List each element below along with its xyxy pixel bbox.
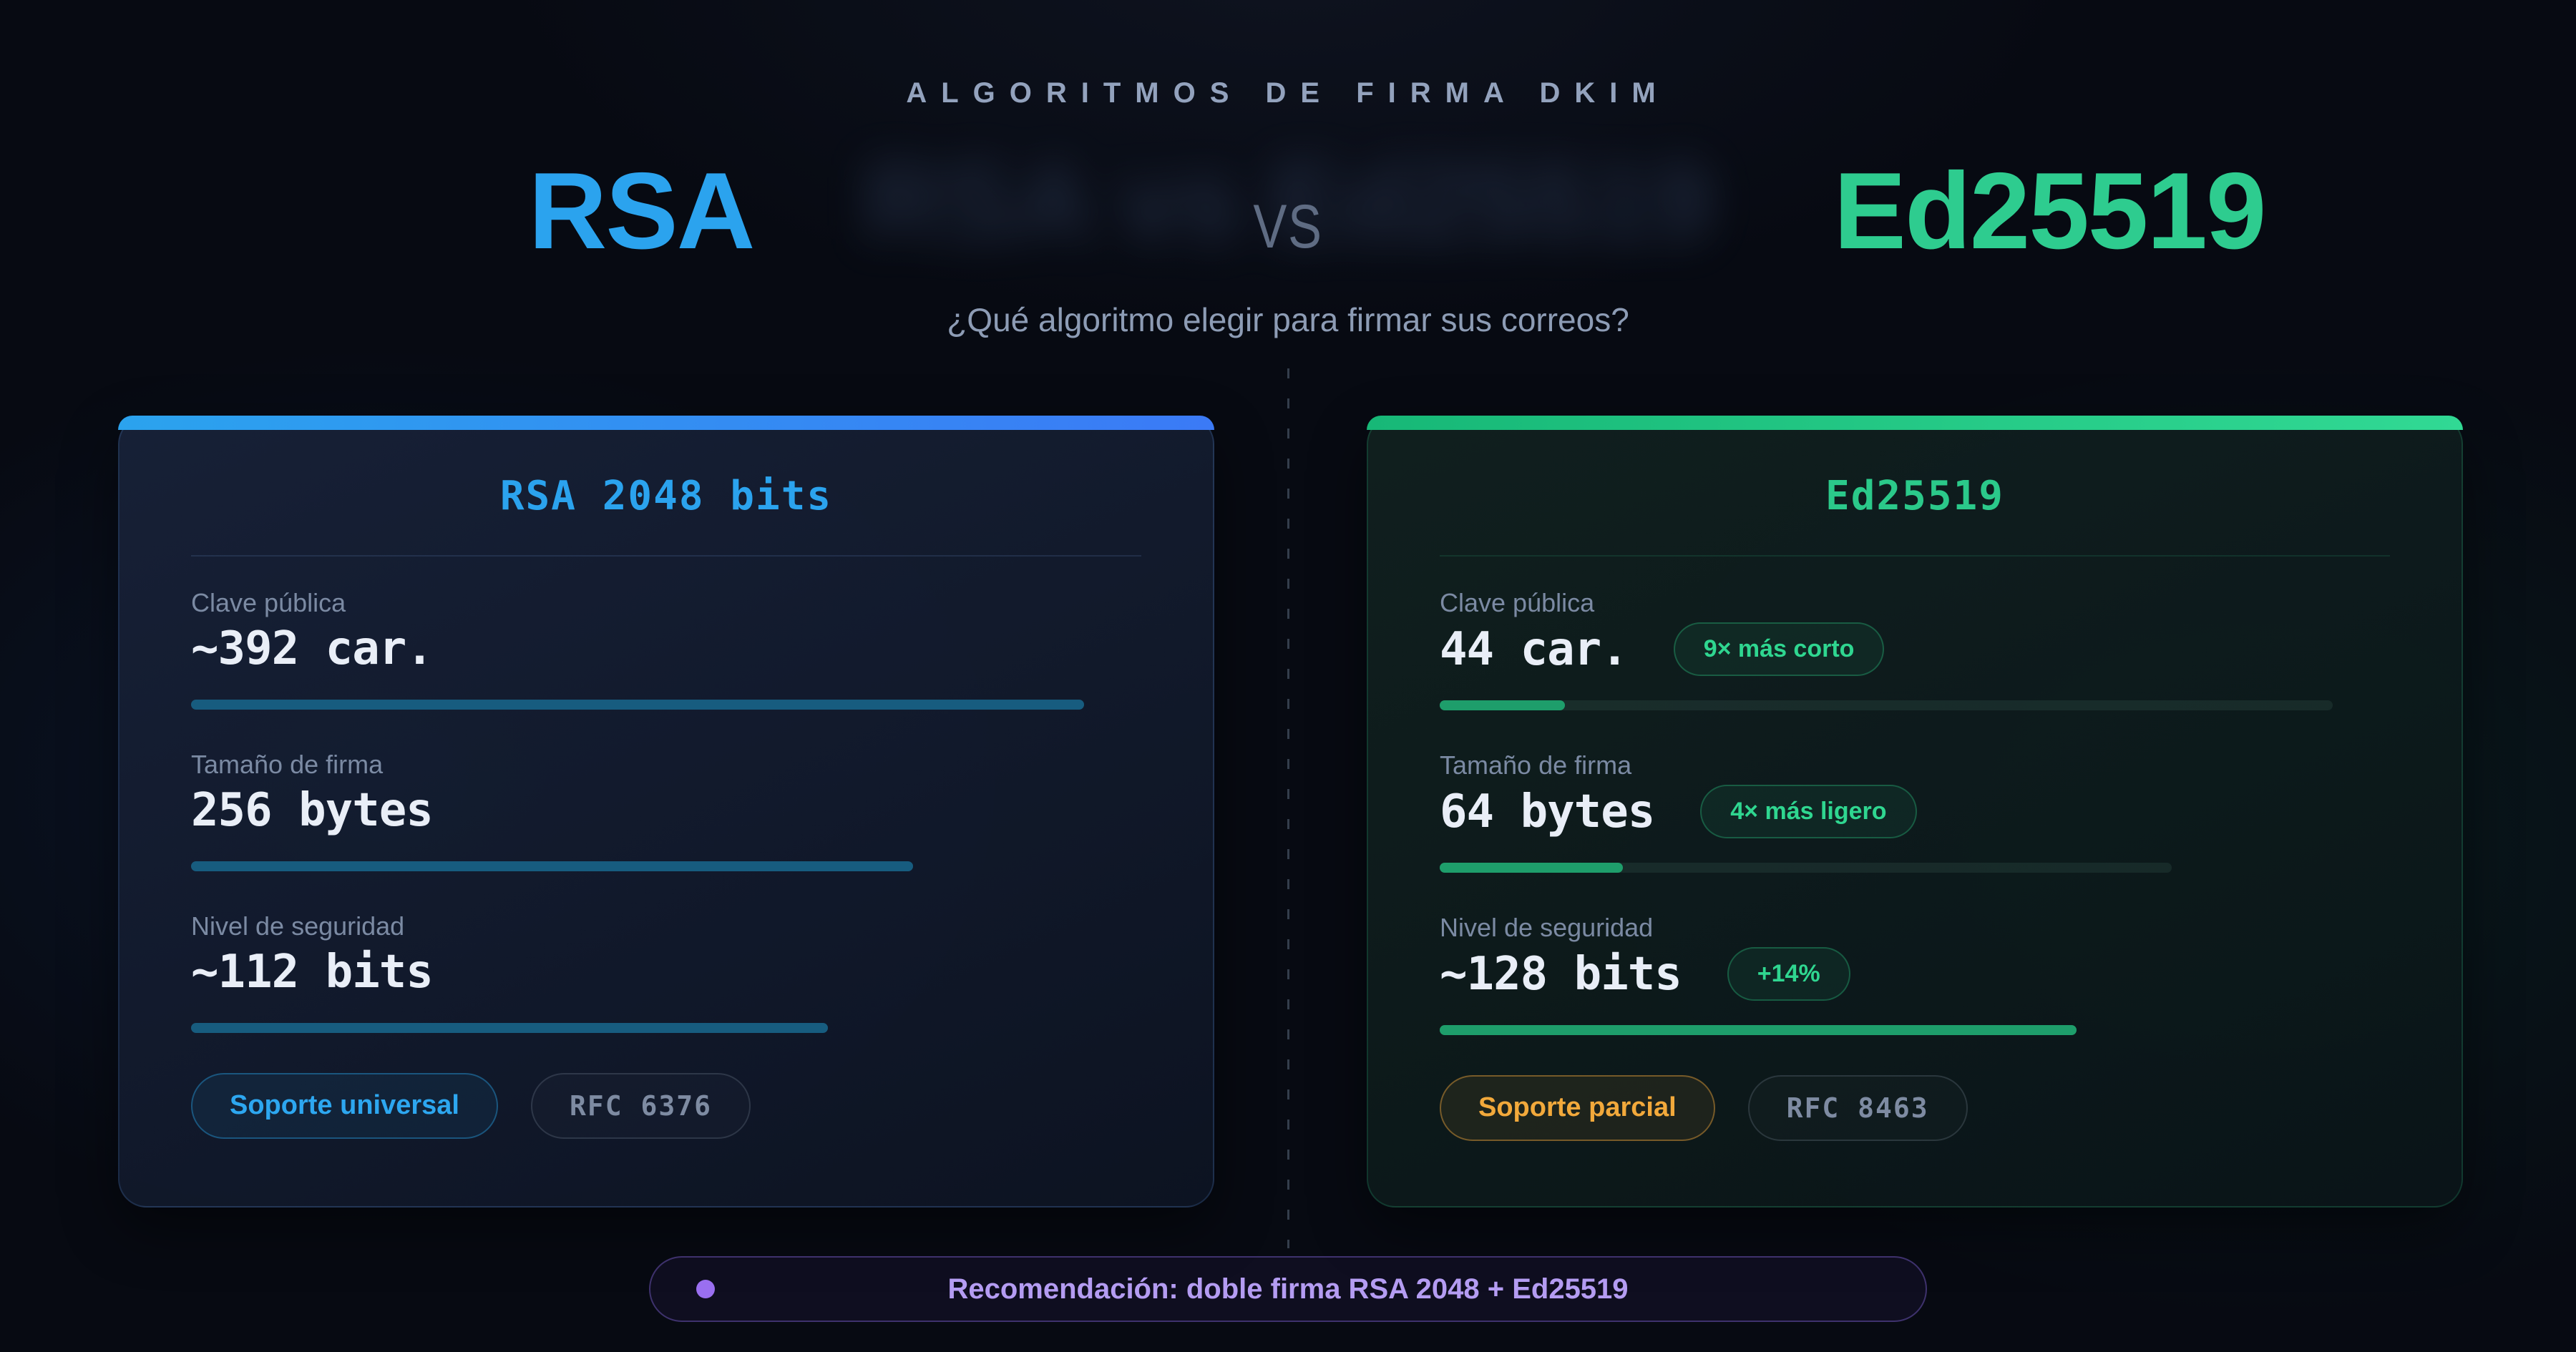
dashed-center-divider xyxy=(1287,368,1289,1248)
stat-bar-track xyxy=(191,700,1085,710)
stat-label: Tamaño de firma xyxy=(191,750,384,779)
comparison-badge: 9× más corto xyxy=(1673,622,1885,676)
stat-value: ~128 bits xyxy=(1440,947,1682,1001)
ed25519-card-divider xyxy=(1440,555,2390,557)
stat-bar-fill xyxy=(1440,1025,2077,1035)
support-universal-badge: Soporte universal xyxy=(191,1073,498,1139)
comparison-badge: 4× más ligero xyxy=(1700,785,1917,838)
stat-bar-track xyxy=(1440,863,2172,873)
rsa-stats: Clave pública ~392 car. Tamaño de firma … xyxy=(191,588,1141,1033)
rsa-footer-badges: Soporte universal RFC 6376 xyxy=(191,1073,1141,1139)
stat-value: 256 bytes xyxy=(191,784,434,837)
stat-public-key: Clave pública ~392 car. xyxy=(191,588,1141,710)
rfc-8463-badge: RFC 8463 xyxy=(1747,1075,1968,1141)
stat-signature-size: Tamaño de firma 64 bytes 4× más ligero xyxy=(1440,750,2390,873)
stat-public-key: Clave pública 44 car. 9× más corto xyxy=(1440,588,2390,710)
rsa-card: RSA 2048 bits Clave pública ~392 car. Ta… xyxy=(118,416,1214,1208)
stat-label: Clave pública xyxy=(191,588,346,617)
ed25519-card-accent-bar xyxy=(1367,416,2463,430)
stat-value: 64 bytes xyxy=(1440,785,1655,838)
stat-label: Tamaño de firma xyxy=(1440,750,1632,780)
stat-bar-track xyxy=(1440,700,2333,710)
ed25519-card: Ed25519 Clave pública 44 car. 9× más cor… xyxy=(1367,416,2463,1208)
stat-bar-fill xyxy=(191,861,914,871)
stat-label: Nivel de seguridad xyxy=(1440,913,1654,942)
ed25519-footer-badges: Soporte parcial RFC 8463 xyxy=(1440,1075,2390,1141)
recommendation-dot-icon xyxy=(696,1280,715,1298)
recommendation-text: Recomendación: doble firma RSA 2048 + Ed… xyxy=(947,1273,1629,1305)
stat-bar-track xyxy=(191,1023,828,1033)
stat-bar-fill xyxy=(191,1023,828,1033)
stat-value: 44 car. xyxy=(1440,622,1629,676)
rsa-card-title: RSA 2048 bits xyxy=(499,473,833,519)
recommendation-banner: Recomendación: doble firma RSA 2048 + Ed… xyxy=(649,1256,1927,1322)
support-partial-badge: Soporte parcial xyxy=(1440,1075,1715,1141)
rsa-card-divider xyxy=(191,555,1141,557)
stat-security-level: Nivel de seguridad ~128 bits +14% xyxy=(1440,913,2390,1035)
rfc-6376-badge: RFC 6376 xyxy=(530,1073,751,1139)
stat-bar-fill xyxy=(191,700,1085,710)
stat-signature-size: Tamaño de firma 256 bytes xyxy=(191,750,1141,871)
stat-label: Nivel de seguridad xyxy=(191,911,405,941)
stat-bar-fill xyxy=(1440,700,1565,710)
stat-bar-fill xyxy=(1440,863,1623,873)
stat-bar-track xyxy=(1440,1025,2077,1035)
stat-label: Clave pública xyxy=(1440,588,1595,617)
stat-value: ~392 car. xyxy=(191,622,434,675)
stat-security-level: Nivel de seguridad ~112 bits xyxy=(191,911,1141,1033)
stat-value: ~112 bits xyxy=(191,946,434,999)
vs-label: VS xyxy=(1253,192,1323,261)
comparison-badge: +14% xyxy=(1727,947,1850,1001)
rsa-main-title: RSA xyxy=(528,150,756,272)
page-kicker: ALGORITMOS DE FIRMA DKIM xyxy=(906,77,1670,109)
rsa-card-accent-bar xyxy=(118,416,1214,430)
ed25519-main-title: Ed25519 xyxy=(1833,150,2267,272)
ed25519-card-title: Ed25519 xyxy=(1825,473,2004,519)
page-subtitle: ¿Qué algoritmo elegir para firmar sus co… xyxy=(947,301,1629,338)
stat-bar-track xyxy=(191,861,914,871)
ed25519-stats: Clave pública 44 car. 9× más corto Tamañ… xyxy=(1440,588,2390,1035)
